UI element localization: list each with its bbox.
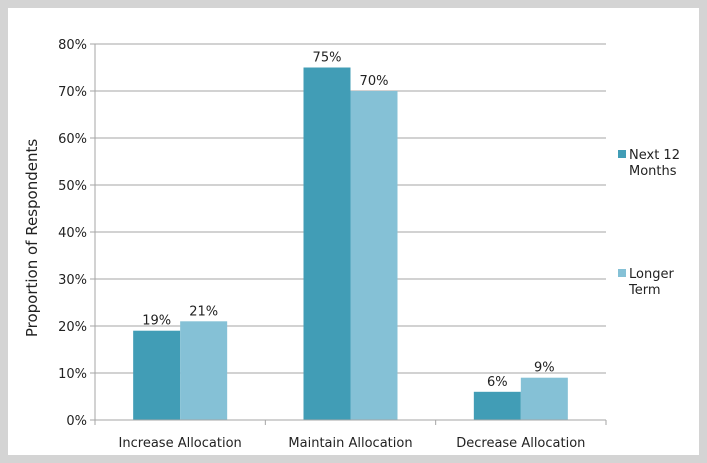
axes [94, 44, 607, 425]
bar [133, 330, 181, 420]
chart-panel: 0% 10% 20% 30% 40% 50% 60% 70% 80% 19% 21% 75% 70% 6… [8, 8, 699, 455]
bar [520, 377, 568, 420]
y-axis-ticks: 0% 10% 20% 30% 40% 50% 60% 70% 80% [58, 38, 95, 429]
data-labels: 19% 21% 75% 70% 6% 9% [142, 51, 554, 390]
bar [180, 321, 228, 420]
data-label: 21% [189, 304, 218, 319]
y-tick-label: 60% [58, 132, 87, 147]
legend-swatch [618, 269, 626, 277]
legend-label: Next 12 [629, 148, 680, 163]
category-label: Maintain Allocation [288, 436, 412, 451]
y-axis-label: Proportion of Respondents [23, 139, 41, 338]
data-label: 6% [487, 375, 508, 390]
category-label: Increase Allocation [119, 436, 242, 451]
legend-label: Longer [629, 267, 674, 282]
legend-swatch [618, 150, 626, 158]
data-label: 19% [142, 314, 171, 329]
bar [303, 67, 351, 420]
data-label: 75% [313, 51, 342, 66]
category-labels: Increase Allocation Maintain Allocation De… [119, 436, 586, 451]
y-tick-label: 50% [58, 179, 87, 194]
data-label: 70% [360, 74, 389, 89]
bar [350, 91, 398, 420]
data-label: 9% [534, 361, 555, 376]
y-tick-label: 80% [58, 38, 87, 53]
bar [473, 391, 521, 420]
category-label: Decrease Allocation [456, 436, 585, 451]
y-tick-label: 0% [66, 414, 87, 429]
bars [133, 67, 568, 420]
legend-label: Months [629, 164, 677, 179]
y-tick-label: 20% [58, 320, 87, 335]
y-tick-label: 30% [58, 273, 87, 288]
legend-label: Term [628, 283, 661, 298]
y-tick-label: 10% [58, 367, 87, 382]
y-tick-label: 70% [58, 85, 87, 100]
y-tick-label: 40% [58, 226, 87, 241]
bar-chart: 0% 10% 20% 30% 40% 50% 60% 70% 80% 19% 21% 75% 70% 6… [23, 38, 680, 451]
